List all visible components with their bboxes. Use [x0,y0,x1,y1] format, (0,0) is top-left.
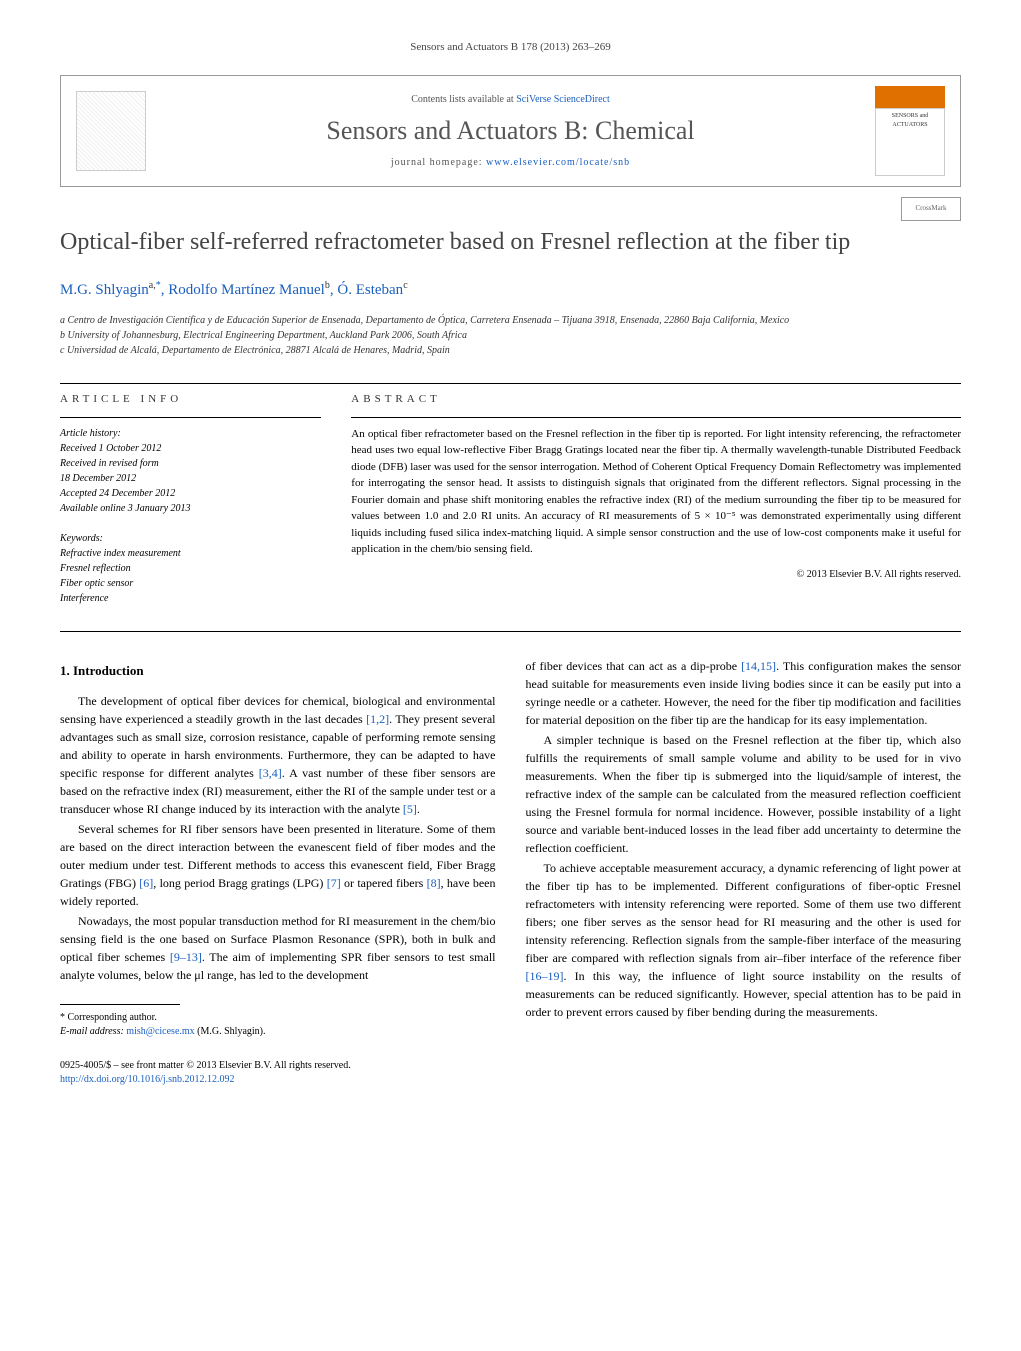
homepage-prefix: journal homepage: [391,157,486,168]
keywords-head: Keywords: [60,531,321,546]
paragraph-2: Several schemes for RI fiber sensors hav… [60,820,496,910]
footnotes: * Corresponding author. E-mail address: … [60,1011,496,1039]
ref-link-9-13[interactable]: [9–13] [170,950,202,964]
keyword-3: Fiber optic sensor [60,576,321,591]
article-info-label: article info [60,392,321,407]
ref-link-16-19[interactable]: [16–19] [526,969,564,983]
author-link-2[interactable]: , Rodolfo Martínez Manuel [161,282,325,298]
author-sup-1: a,* [149,280,161,291]
front-matter-line: 0925-4005/$ – see front matter © 2013 El… [60,1059,961,1073]
authors-line: M.G. Shlyagina,*, Rodolfo Martínez Manue… [60,279,961,301]
paragraph-1: The development of optical fiber devices… [60,692,496,818]
body-columns: 1. Introduction The development of optic… [60,657,961,1040]
ref-link-1-2[interactable]: [1,2] [366,712,389,726]
journal-reference: Sensors and Actuators B 178 (2013) 263–2… [60,40,961,55]
email-link[interactable]: mish@cicese.mx [126,1026,194,1037]
header-center: Contents lists available at SciVerse Sci… [161,93,860,169]
history-accepted: Accepted 24 December 2012 [60,486,321,501]
affiliations: a Centro de Investigación Científica y d… [60,313,961,358]
history-online: Available online 3 January 2013 [60,501,321,516]
rule-info [60,417,321,418]
ref-link-7[interactable]: [7] [327,876,341,890]
crossmark-badge[interactable]: CrossMark [901,197,961,221]
history-revised1: Received in revised form [60,456,321,471]
homepage-link[interactable]: www.elsevier.com/locate/snb [486,157,630,168]
article-title: Optical-fiber self-referred refractomete… [60,227,961,258]
abstract-column: abstract An optical fiber refractometer … [351,392,961,606]
ref-link-5[interactable]: [5] [403,802,417,816]
doi-link[interactable]: http://dx.doi.org/10.1016/j.snb.2012.12.… [60,1074,235,1085]
history-revised2: 18 December 2012 [60,471,321,486]
keyword-4: Interference [60,591,321,606]
ref-link-6[interactable]: [6] [139,876,153,890]
journal-header-box: Contents lists available at SciVerse Sci… [60,75,961,187]
paragraph-3: Nowadays, the most popular transduction … [60,912,496,984]
history-block: Article history: Received 1 October 2012… [60,426,321,516]
section-heading-1: 1. Introduction [60,661,496,681]
abstract-label: abstract [351,392,961,407]
history-head: Article history: [60,426,321,441]
rule-top [60,383,961,384]
keyword-1: Refractive index measurement [60,546,321,561]
contents-prefix: Contents lists available at [411,94,516,105]
paragraph-5: A simpler technique is based on the Fres… [526,731,962,857]
contents-line: Contents lists available at SciVerse Sci… [161,93,860,107]
ref-link-8[interactable]: [8] [427,876,441,890]
affiliation-a: a Centro de Investigación Científica y d… [60,313,961,328]
cover-label: SENSORS and ACTUATORS [875,108,945,176]
author-sup-3: c [403,280,407,291]
corresponding-author-note: * Corresponding author. [60,1011,496,1025]
publisher-logo [76,91,146,171]
info-abstract-row: article info Article history: Received 1… [60,392,961,606]
page-footer: 0925-4005/$ – see front matter © 2013 El… [60,1059,961,1087]
journal-cover-thumbnail: SENSORS and ACTUATORS [875,86,945,176]
paragraph-6: To achieve acceptable measurement accura… [526,859,962,1021]
email-label: E-mail address: [60,1026,126,1037]
sciencedirect-link[interactable]: SciVerse ScienceDirect [516,94,610,105]
rule-abs [351,417,961,418]
keywords-block: Keywords: Refractive index measurement F… [60,531,321,606]
email-tail: (M.G. Shlyagin). [195,1026,266,1037]
affiliation-c: c Universidad de Alcalá, Departamento de… [60,343,961,358]
keyword-2: Fresnel reflection [60,561,321,576]
footnote-separator [60,1004,180,1005]
rule-bottom [60,631,961,632]
email-line: E-mail address: mish@cicese.mx (M.G. Shl… [60,1025,496,1039]
history-received: Received 1 October 2012 [60,441,321,456]
author-link-1[interactable]: M.G. Shlyagin [60,282,149,298]
affiliation-b: b University of Johannesburg, Electrical… [60,328,961,343]
copyright-line: © 2013 Elsevier B.V. All rights reserved… [351,568,961,582]
journal-homepage-line: journal homepage: www.elsevier.com/locat… [161,156,860,170]
ref-link-3-4[interactable]: [3,4] [259,766,282,780]
cover-band [875,86,945,108]
article-info-column: article info Article history: Received 1… [60,392,321,606]
journal-title: Sensors and Actuators B: Chemical [161,113,860,149]
author-link-3[interactable]: , Ó. Esteban [330,282,403,298]
paragraph-4: of fiber devices that can act as a dip-p… [526,657,962,729]
abstract-text: An optical fiber refractometer based on … [351,426,961,558]
ref-link-14-15[interactable]: [14,15] [741,659,776,673]
